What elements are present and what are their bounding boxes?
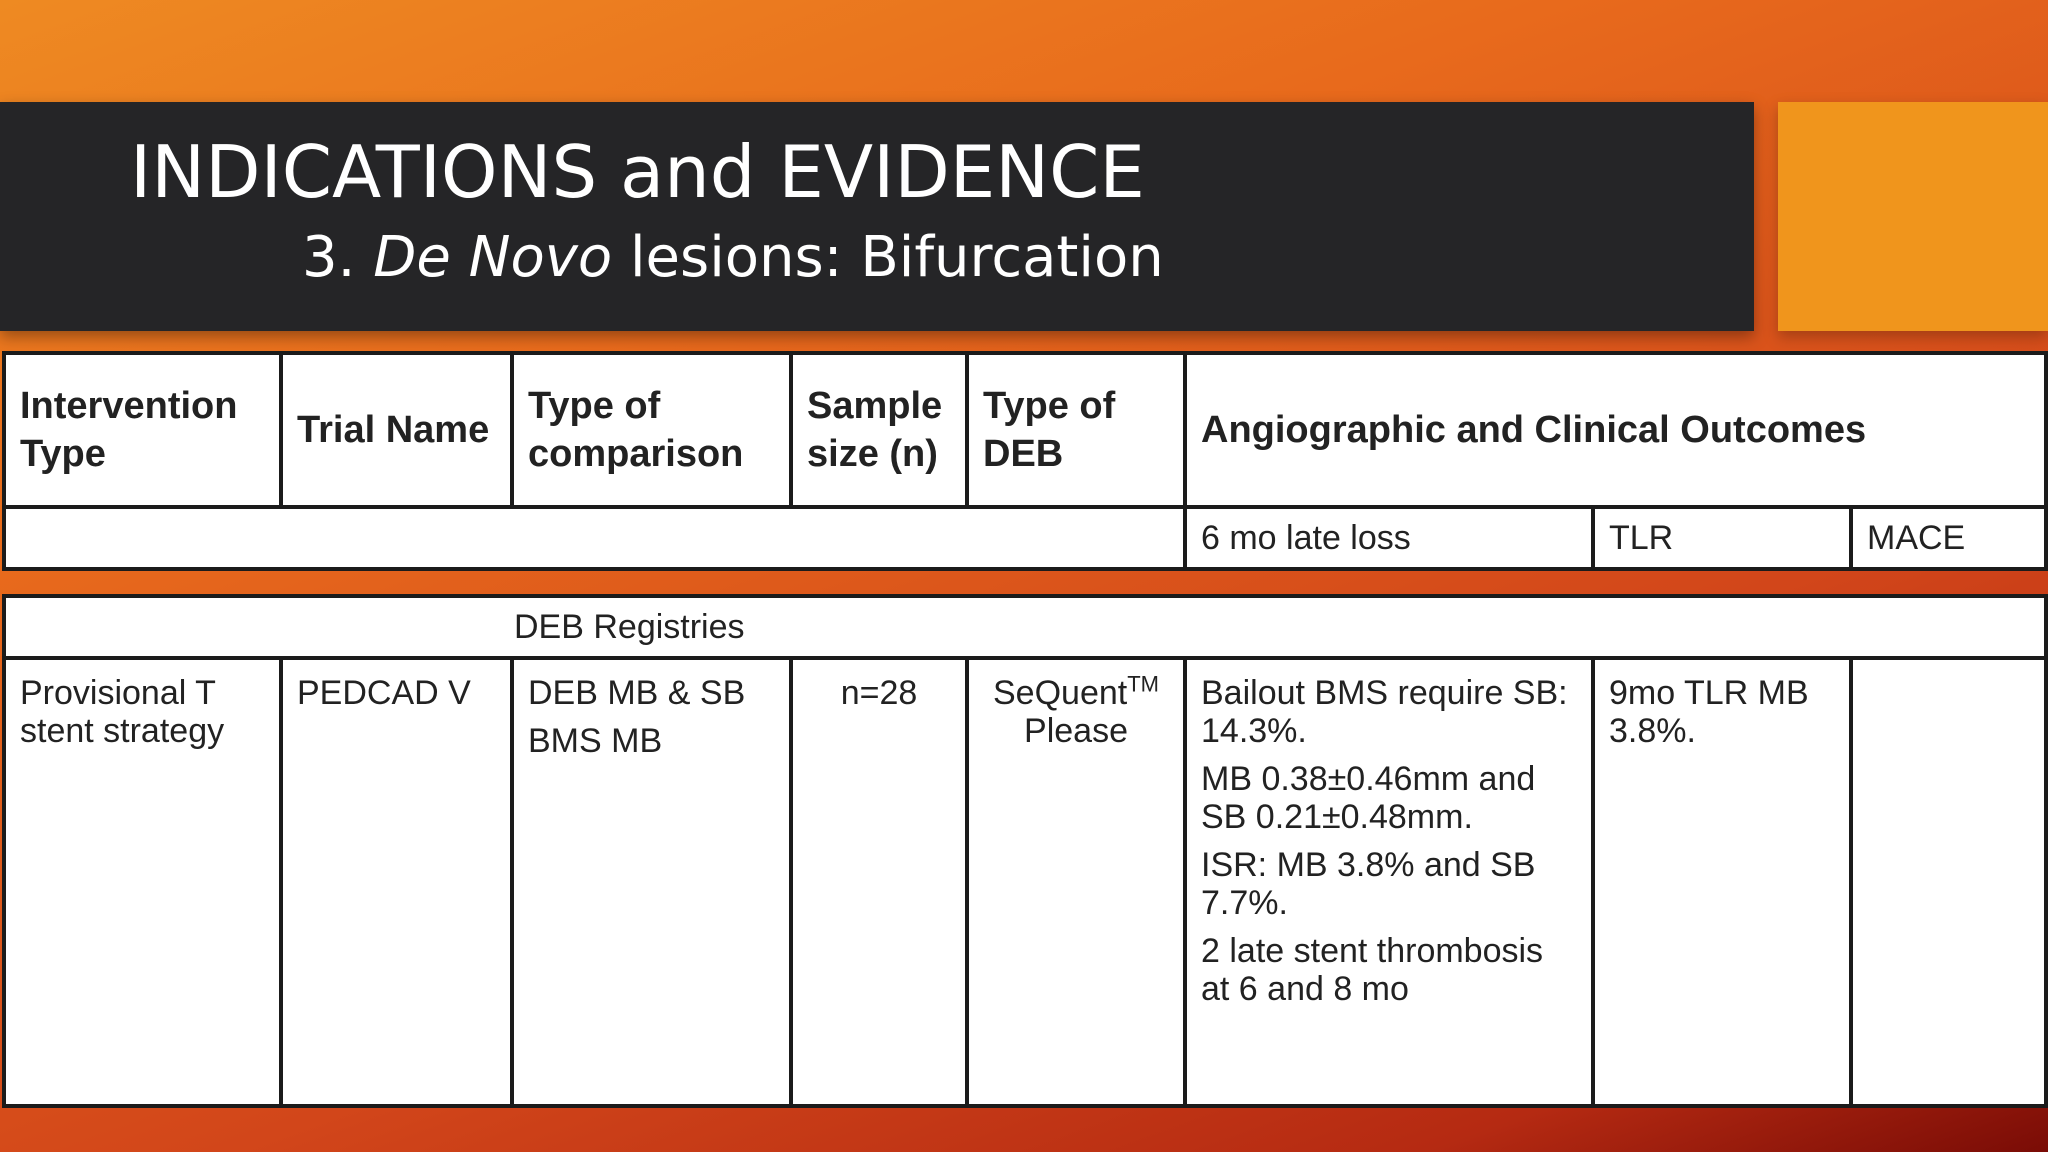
deb-trademark: TM bbox=[1127, 671, 1159, 697]
header-trial-name: Trial Name bbox=[279, 351, 514, 509]
cell-tlr: 9mo TLR MB 3.8%. bbox=[1591, 656, 1853, 1108]
outcome-paragraph: MB 0.38±0.46mm and SB 0.21±0.48mm. bbox=[1201, 760, 1536, 836]
deb-name: SeQuent bbox=[993, 674, 1128, 712]
header-sample-size: Sample size (n) bbox=[789, 351, 969, 509]
subtitle-rest: lesions: Bifurcation bbox=[630, 225, 1164, 290]
cell-sample-size: n=28 bbox=[789, 656, 969, 1108]
group-label: DEB Registries bbox=[514, 607, 745, 646]
header-outcomes: Angiographic and Clinical Outcomes bbox=[1182, 351, 2048, 509]
slide-title: INDICATIONS and EVIDENCE bbox=[130, 130, 1145, 214]
accent-box bbox=[1778, 102, 2048, 331]
subtitle-italic: De Novo bbox=[373, 225, 613, 290]
table-row: Provisional T stent strategy PEDCAD V DE… bbox=[2, 656, 2048, 1108]
group-row: DEB Registries bbox=[1, 594, 2048, 660]
subheader-mace: MACE bbox=[1848, 505, 2048, 571]
body-table: DEB Registries Provisional T stent strat… bbox=[1, 594, 2048, 1108]
outcome-paragraph: 2 late stent thrombosis at 6 and 8 mo bbox=[1201, 932, 1544, 1008]
cell-mace bbox=[1848, 656, 2048, 1108]
header-table: Intervention Type Trial Name Type of com… bbox=[2, 351, 2048, 571]
deb-name-2: Please bbox=[1024, 712, 1128, 750]
group-cell: DEB Registries bbox=[1, 594, 2048, 660]
header-type-of-deb: Type of DEB bbox=[965, 351, 1187, 509]
slide-subtitle: 3. De Novo lesions: Bifurcation bbox=[302, 230, 1164, 286]
comparison-line-1: DEB MB & SB bbox=[528, 674, 746, 712]
cell-intervention-type: Provisional T stent strategy bbox=[2, 656, 283, 1108]
comparison-line-2: BMS MB bbox=[528, 722, 663, 760]
cell-comparison: DEB MB & SB BMS MB bbox=[510, 656, 793, 1108]
subheader-tlr: TLR bbox=[1591, 505, 1853, 571]
header-intervention-type: Intervention Type bbox=[2, 351, 283, 509]
subheader-row: 6 mo late loss TLR MACE bbox=[2, 505, 2048, 571]
outcome-paragraph: Bailout BMS require SB: 14.3%. bbox=[1201, 674, 1568, 750]
header-row: Intervention Type Trial Name Type of com… bbox=[2, 351, 2048, 509]
header-type-of-comparison: Type of comparison bbox=[510, 351, 793, 509]
outcome-paragraph: ISR: MB 3.8% and SB 7.7%. bbox=[1201, 846, 1536, 922]
cell-deb: SeQuentTM Please bbox=[965, 656, 1187, 1108]
cell-trial-name: PEDCAD V bbox=[279, 656, 514, 1108]
subtitle-number: 3. bbox=[302, 225, 356, 290]
cell-late-loss: Bailout BMS require SB: 14.3%. MB 0.38±0… bbox=[1183, 656, 1595, 1108]
subheader-blank bbox=[2, 505, 1187, 571]
subheader-late-loss: 6 mo late loss bbox=[1183, 505, 1595, 571]
title-bar: INDICATIONS and EVIDENCE 3. De Novo lesi… bbox=[0, 102, 1754, 331]
